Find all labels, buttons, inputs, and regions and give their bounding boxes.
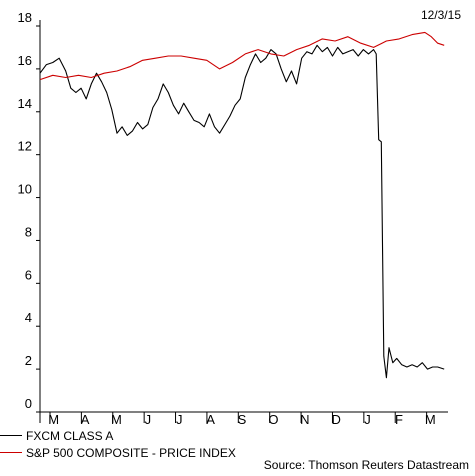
y-tick-label: 16 [18,53,32,68]
y-tick-label: 6 [25,267,32,282]
x-tick-label: M [48,412,59,427]
series-line-fxcm [39,44,445,379]
x-tick-label: J [176,412,183,427]
series-line-sp500 [39,31,445,81]
y-axis-ticks: 0 2 4 6 8 10 12 14 16 18 [18,10,40,413]
y-tick-label: 18 [18,10,32,25]
x-tick-label: A [206,412,215,427]
chart-axes [39,20,448,423]
legend-item-fxcm: FXCM CLASS A [0,427,475,444]
y-tick-label: 8 [25,224,32,239]
date-stamp: 12/3/15 [420,8,461,22]
y-tick-label: 14 [18,96,32,111]
legend-label-fxcm: FXCM CLASS A [26,428,114,443]
chart-series [39,31,445,379]
x-tick-label: J [364,412,371,427]
x-tick-label: J [145,412,152,427]
x-tick-label: F [395,412,403,427]
x-tick-label: O [268,412,278,427]
y-tick-label: 2 [25,353,32,368]
legend-item-sp500: S&P 500 COMPOSITE - PRICE INDEX [0,444,475,461]
legend-swatch-fxcm [0,435,22,436]
chart-legend: FXCM CLASS A S&P 500 COMPOSITE - PRICE I… [0,427,475,461]
y-tick-label: 10 [18,182,32,197]
x-tick-label: A [81,412,90,427]
x-tick-label: D [331,412,340,427]
y-tick-label: 12 [18,139,32,154]
y-tick-label: 4 [25,310,32,325]
y-tick-label: 0 [25,396,32,411]
legend-label-sp500: S&P 500 COMPOSITE - PRICE INDEX [26,445,236,460]
source-note: Source: Thomson Reuters Datastream [263,458,469,472]
x-tick-label: M [425,412,436,427]
x-tick-label: S [238,412,247,427]
legend-swatch-sp500 [0,452,22,453]
x-tick-label: N [300,412,309,427]
x-tick-label: M [111,412,122,427]
